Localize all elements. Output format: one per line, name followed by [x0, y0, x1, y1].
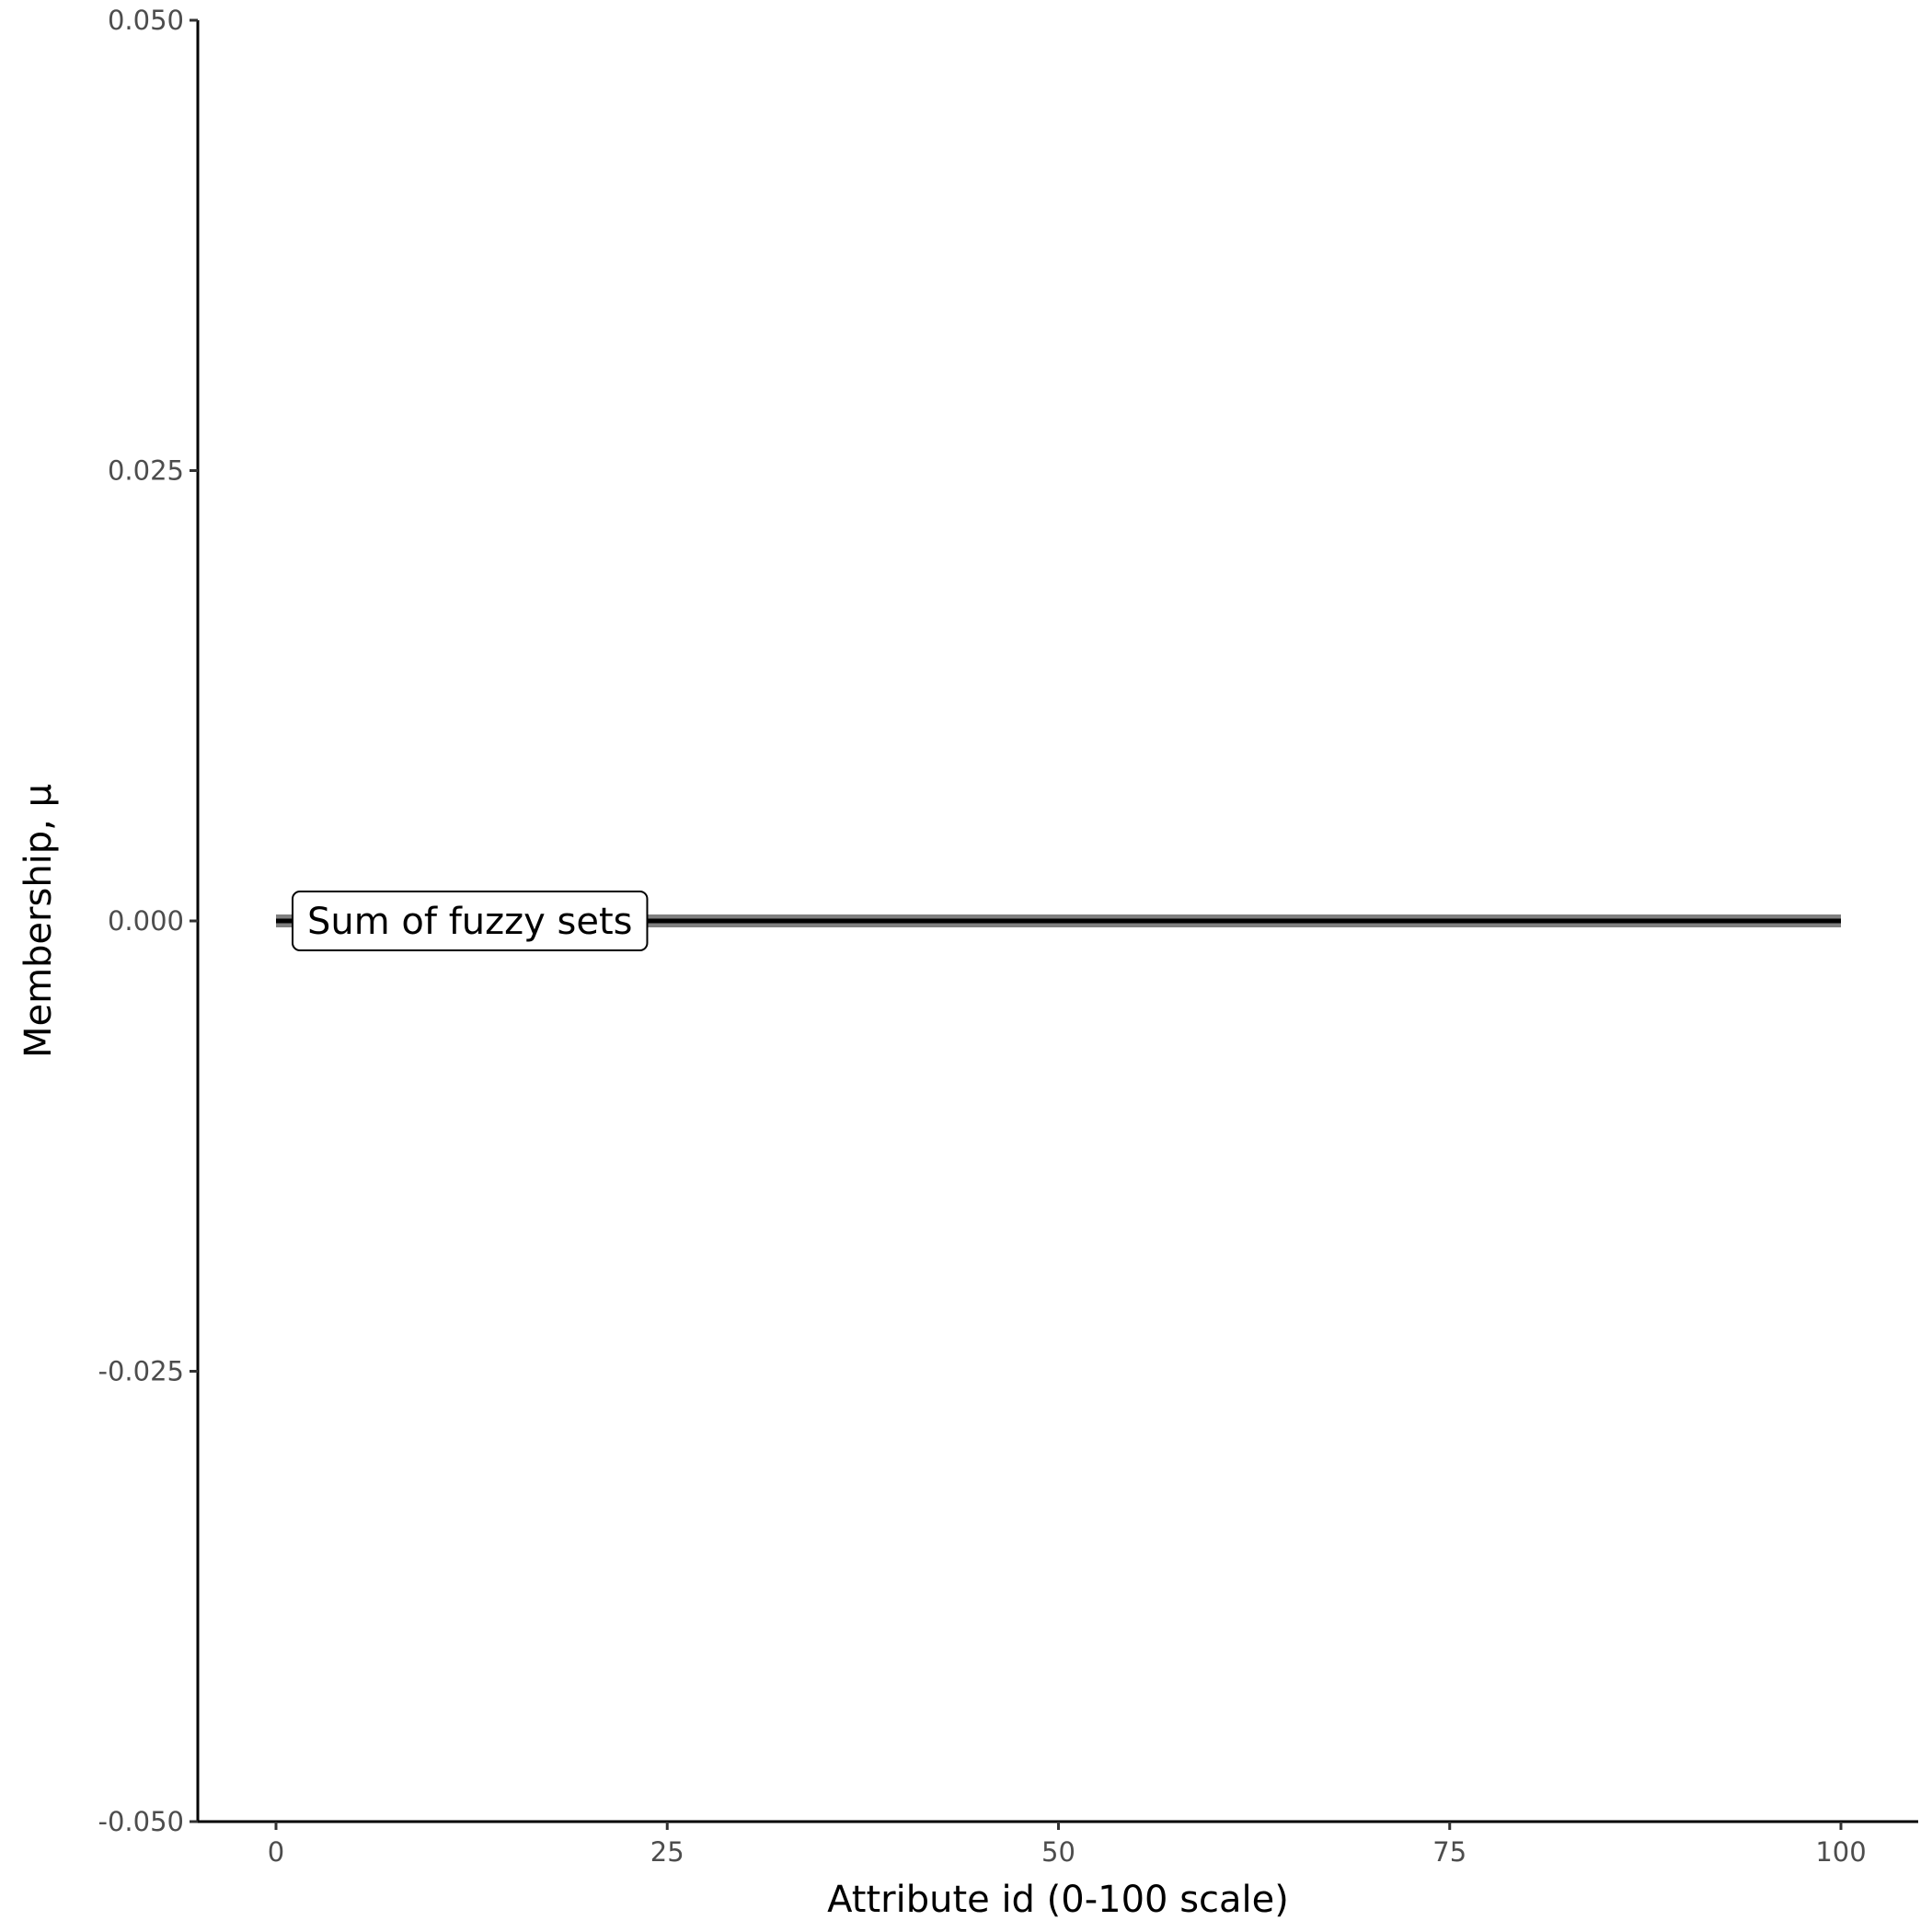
label-box	[292, 891, 649, 951]
y-tick-label: -0.025	[98, 1356, 185, 1387]
x-tick-label: 0	[268, 1836, 284, 1868]
label-text: Sum of fuzzy sets	[307, 901, 632, 943]
y-tick-label: 0.000	[108, 905, 184, 937]
y-tick-label: 0.050	[108, 5, 184, 36]
x-tick-label: 100	[1815, 1836, 1866, 1868]
annotation-label: Sum of fuzzy sets	[292, 891, 649, 951]
y-axis-title: Membership, μ	[17, 784, 60, 1058]
y-tick-label: -0.050	[98, 1806, 185, 1837]
x-axis-title: Attribute id (0-100 scale)	[827, 1879, 1289, 1921]
x-tick-label: 75	[1432, 1836, 1466, 1868]
x-tick-label: 50	[1041, 1836, 1075, 1868]
y-tick-label: 0.025	[108, 455, 184, 487]
x-tick-label: 25	[650, 1836, 684, 1868]
